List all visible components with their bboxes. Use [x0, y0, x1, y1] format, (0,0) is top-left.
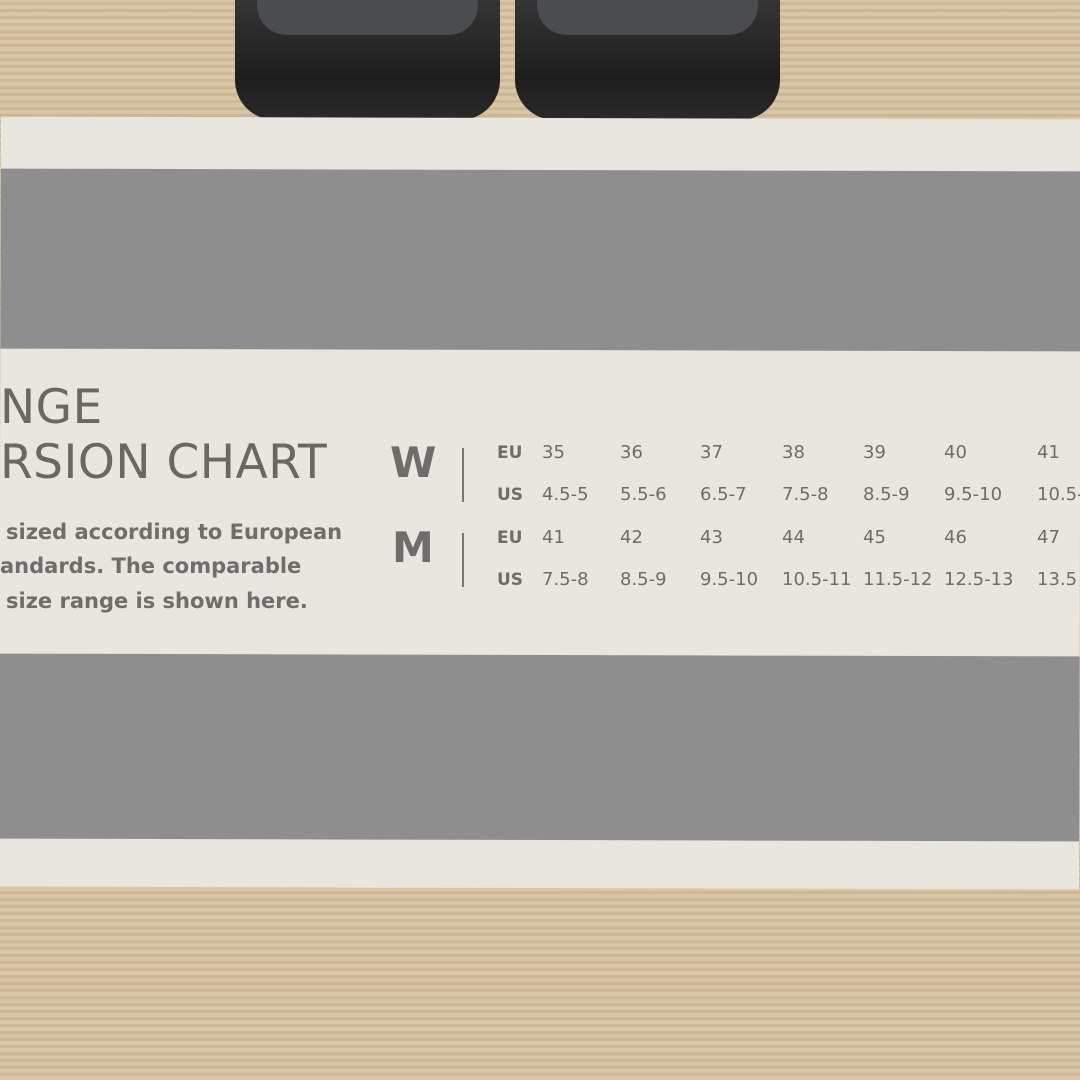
size-cell: 47 [1037, 527, 1060, 548]
size-cell: 36 [620, 442, 643, 463]
shoe-left [235, 0, 500, 120]
size-cell: 11.5-12 [863, 569, 933, 590]
description-line-2: andards. The comparable [0, 554, 302, 578]
size-cell: 35 [542, 442, 565, 463]
size-cell: 41 [542, 527, 565, 548]
top-gray-band [0, 168, 1080, 352]
group-label: W [390, 438, 437, 487]
size-cell: 39 [863, 442, 886, 463]
size-cell: 42 [620, 527, 643, 548]
shoe-box [0, 116, 1080, 890]
size-cell: 5.5-6 [620, 484, 667, 505]
group-divider [462, 533, 464, 587]
row-label: EU [497, 443, 523, 463]
row-label: US [497, 485, 524, 505]
size-cell: 38 [782, 442, 805, 463]
group-divider [462, 448, 464, 502]
description-line-1: sized according to European [6, 520, 343, 544]
size-cell: 7.5-8 [542, 569, 589, 590]
size-cell: 40 [944, 442, 967, 463]
size-cell: 37 [700, 442, 723, 463]
bottom-gray-band [0, 653, 1080, 842]
shoe-right [515, 0, 780, 120]
size-cell: 9.5-10 [944, 484, 1003, 505]
row-label: US [497, 570, 524, 590]
size-cell: 8.5-9 [863, 484, 910, 505]
size-cell: 45 [863, 527, 886, 548]
size-cell: 12.5-13 [944, 569, 1014, 590]
size-cell: 43 [700, 527, 723, 548]
size-cell: 7.5-8 [782, 484, 829, 505]
size-cell: 13.5 [1037, 569, 1078, 590]
size-cell: 8.5-9 [620, 569, 667, 590]
description-line-3: size range is shown here. [6, 589, 308, 613]
size-cell: 10.5-11 [782, 569, 852, 590]
size-cell: 44 [782, 527, 805, 548]
size-cell: 9.5-10 [700, 569, 759, 590]
title-line-1: NGE [0, 380, 103, 435]
group-label: M [392, 523, 434, 572]
title-line-2: RSION CHART [0, 435, 328, 490]
size-cell: 41 [1037, 442, 1060, 463]
row-label: EU [497, 528, 523, 548]
size-cell: 10.5- [1037, 484, 1080, 505]
size-cell: 4.5-5 [542, 484, 589, 505]
size-cell: 46 [944, 527, 967, 548]
size-cell: 6.5-7 [700, 484, 747, 505]
